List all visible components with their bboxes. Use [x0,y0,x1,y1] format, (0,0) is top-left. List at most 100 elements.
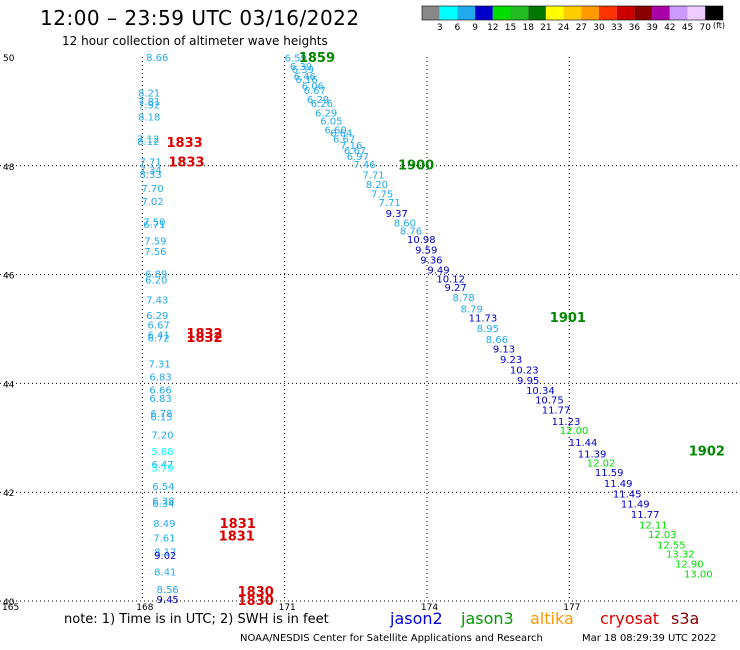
time-label: 1833 [167,136,203,151]
data-point-label: 12.55 [657,540,686,551]
x-tick-label: 165 [2,603,19,613]
colorbar-swatch [439,6,458,20]
colorbar-label: 24 [558,23,570,33]
colorbar-swatch [563,6,582,20]
data-point-label: 7.34 [139,166,161,177]
data-point-label: 10.23 [510,365,539,376]
data-point-label: 11.59 [595,468,624,479]
data-point-label: 9.23 [500,355,522,366]
time-label: 1833 [168,155,204,170]
colorbar-swatch [616,6,635,20]
time-label: 1902 [689,444,725,459]
x-tick-label: 168 [136,603,153,613]
data-point-label: 8.56 [157,585,179,596]
time-label: 1831 [219,530,255,545]
data-point-label: 12.00 [560,426,589,437]
data-point-label: 7.70 [141,184,163,195]
data-point-label: 7.02 [141,197,163,208]
colorbar-label: 3 [437,23,443,33]
data-point-label: 7.92 [138,100,160,111]
colorbar-label: 36 [629,23,641,33]
data-point-label: 6.64 [330,129,352,140]
colorbar-label: 30 [593,23,605,33]
legend-jason2: jason2 [390,609,443,628]
data-point-label: 6.78 [150,409,172,420]
data-point-label: 8.41 [154,568,176,579]
colorbar-label: 6 [455,23,461,33]
data-point-label: 8.66 [146,53,168,64]
time-label: 1831 [220,517,256,532]
colorbar-label: 33 [611,23,622,33]
data-point-label: 5.88 [151,447,173,458]
colorbar-label: 39 [646,23,658,33]
legend-altika: altika [530,609,574,628]
colorbar-swatch [528,6,546,20]
data-point-label: 6.54 [152,482,174,493]
data-point-label: 6.39 [292,65,314,76]
data-point-label: 8.17 [154,547,176,558]
colorbar-swatch [705,6,723,20]
time-label: 1832 [186,327,222,342]
data-point-label: 6.41 [148,330,170,341]
colorbar-unit: (ft) [713,21,726,30]
colorbar-label: 45 [682,23,693,33]
data-point-label: 10.75 [535,396,564,407]
data-point-label: 7.81 [138,97,160,108]
data-point-label: 11.49 [604,479,633,490]
data-point-label: 6.67 [304,86,326,97]
data-point-label: 7.31 [148,359,170,370]
data-point-label: 7.71 [362,171,384,182]
data-point-label: 6.15 [150,413,172,424]
colorbar-swatch [492,6,511,20]
data-point-label: 11.77 [542,406,571,417]
data-point-label: 11.44 [569,438,598,449]
y-tick-label: 40 [3,598,15,608]
time-label: 1830 [238,594,274,609]
data-point-label: 13.00 [684,569,713,580]
data-point-label: 8.79 [461,304,483,315]
colorbar-label: 18 [522,23,534,33]
colorbar-swatch [510,6,529,20]
colorbar-swatch [669,6,688,20]
data-point-label: 8.49 [153,519,175,530]
y-tick-label: 44 [3,380,15,390]
data-point-label: 7.43 [146,296,168,307]
data-point-label: 12.02 [587,458,616,469]
data-point-label: 6.66 [149,385,171,396]
data-point-label: 10.34 [526,386,555,397]
data-point-label: 11.77 [631,510,660,521]
data-point-label: 8.18 [138,112,160,123]
colorbar-frame [421,5,724,21]
x-tick-label: 171 [279,603,296,613]
time-label: 1832 [186,331,222,346]
chart-subtitle: 12 hour collection of altimeter wave hei… [62,34,328,48]
data-point-label: 12.90 [675,559,704,570]
legend-s3a: s3a [671,609,700,628]
colorbar-label: 27 [576,23,587,33]
data-point-label: 8.60 [394,218,416,229]
y-tick-label: 50 [3,54,15,64]
data-point-label: 12.11 [639,520,668,531]
data-point-label: 9.36 [420,255,442,266]
data-point-label: 6.67 [333,135,355,146]
data-point-label: 6.29 [146,311,168,322]
data-point-label: 7.61 [153,533,175,544]
data-point-label: 9.45 [157,595,179,606]
data-point-label: 8.66 [486,335,508,346]
colorbar-swatch [652,6,670,20]
colorbar-swatch [422,6,440,20]
data-point-label: 9.02 [154,551,176,562]
footnote: note: 1) Time is in UTC; 2) SWH is in fe… [64,612,329,627]
colorbar-label: 70 [699,23,711,33]
data-point-label: 6.46 [294,72,316,83]
data-point-label: 10.98 [407,235,436,246]
colorbar-swatch [457,6,476,20]
credit-text: NOAA/NESDIS Center for Satellite Applica… [240,633,543,644]
data-point-label: 7.16 [340,141,362,152]
x-tick-label: 174 [421,603,438,613]
y-tick-label: 46 [3,272,15,282]
data-point-label: 6.39 [290,62,312,73]
data-point-label: 11.49 [621,500,650,511]
data-point-label: 7.59 [144,236,166,247]
legend-jason3: jason3 [461,609,514,628]
